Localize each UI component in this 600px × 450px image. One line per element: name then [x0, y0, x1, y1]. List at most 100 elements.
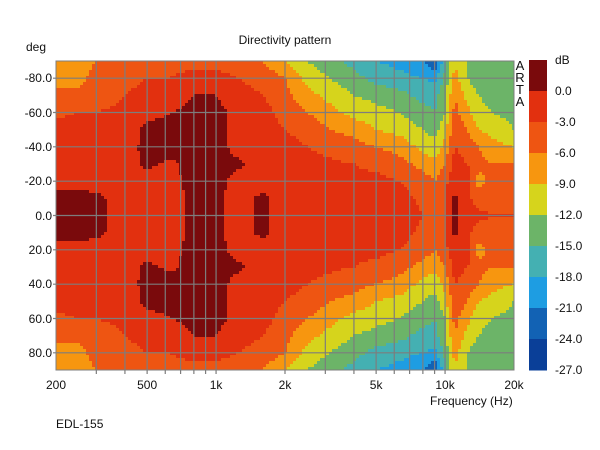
heatmap-cell	[152, 127, 155, 130]
heatmap-cell	[362, 148, 365, 151]
heatmap-cell	[77, 133, 80, 136]
heatmap-cell	[413, 109, 416, 112]
heatmap-cell	[140, 103, 143, 106]
heatmap-cell	[167, 136, 170, 139]
heatmap-cell	[470, 121, 473, 124]
heatmap-cell	[290, 97, 293, 100]
heatmap-cell	[65, 127, 68, 130]
heatmap-cell	[458, 88, 461, 91]
heatmap-cell	[194, 106, 197, 109]
heatmap-cell	[455, 151, 458, 154]
heatmap-cell	[338, 85, 341, 88]
heatmap-cell	[116, 127, 119, 130]
heatmap-cell	[128, 97, 131, 100]
heatmap-cell	[269, 73, 272, 76]
heatmap-cell	[236, 115, 239, 118]
heatmap-cell	[305, 157, 308, 160]
heatmap-cell	[371, 82, 374, 85]
heatmap-cell	[467, 106, 470, 109]
heatmap-cell	[257, 79, 260, 82]
heatmap-cell	[134, 130, 137, 133]
heatmap-cell	[152, 121, 155, 124]
heatmap-cell	[509, 109, 512, 112]
heatmap-cell	[266, 130, 269, 133]
heatmap-cell	[335, 136, 338, 139]
heatmap-cell	[449, 73, 452, 76]
heatmap-cell	[449, 82, 452, 85]
heatmap-cell	[296, 115, 299, 118]
heatmap-cell	[143, 73, 146, 76]
heatmap-cell	[227, 157, 230, 160]
heatmap-cell	[413, 106, 416, 109]
heatmap-cell	[509, 73, 512, 76]
heatmap-cell	[332, 136, 335, 139]
heatmap-cell	[68, 106, 71, 109]
heatmap-cell	[176, 85, 179, 88]
heatmap-cell	[254, 85, 257, 88]
heatmap-cell	[299, 82, 302, 85]
heatmap-cell	[440, 64, 443, 67]
heatmap-cell	[446, 130, 449, 133]
heatmap-cell	[173, 142, 176, 145]
heatmap-cell	[494, 100, 497, 103]
heatmap-cell	[326, 73, 329, 76]
heatmap-cell	[251, 64, 254, 67]
heatmap-cell	[401, 118, 404, 121]
heatmap-cell	[380, 121, 383, 124]
heatmap-cell	[335, 118, 338, 121]
heatmap-cell	[224, 109, 227, 112]
heatmap-cell	[137, 109, 140, 112]
heatmap-cell	[305, 88, 308, 91]
heatmap-cell	[461, 103, 464, 106]
heatmap-cell	[131, 97, 134, 100]
heatmap-cell	[257, 91, 260, 94]
heatmap-cell	[107, 130, 110, 133]
heatmap-cell	[209, 151, 212, 154]
heatmap-cell	[62, 109, 65, 112]
heatmap-cell	[278, 67, 281, 70]
heatmap-cell	[170, 142, 173, 145]
heatmap-cell	[299, 91, 302, 94]
heatmap-cell	[107, 103, 110, 106]
heatmap-cell	[176, 151, 179, 154]
heatmap-cell	[287, 151, 290, 154]
heatmap-cell	[509, 148, 512, 151]
heatmap-cell	[416, 70, 419, 73]
heatmap-cell	[500, 100, 503, 103]
heatmap-cell	[296, 109, 299, 112]
heatmap-cell	[317, 121, 320, 124]
heatmap-cell	[395, 130, 398, 133]
heatmap-cell	[332, 88, 335, 91]
heatmap-cell	[206, 94, 209, 97]
heatmap-cell	[206, 130, 209, 133]
heatmap-cell	[149, 79, 152, 82]
heatmap-cell	[272, 124, 275, 127]
heatmap-cell	[296, 73, 299, 76]
heatmap-cell	[98, 79, 101, 82]
heatmap-cell	[134, 91, 137, 94]
heatmap-cell	[416, 124, 419, 127]
heatmap-cell	[68, 103, 71, 106]
heatmap-cell	[287, 136, 290, 139]
heatmap-cell	[242, 91, 245, 94]
heatmap-cell	[185, 103, 188, 106]
heatmap-cell	[140, 157, 143, 160]
heatmap-cell	[362, 94, 365, 97]
heatmap-cell	[389, 97, 392, 100]
heatmap-cell	[362, 154, 365, 157]
heatmap-cell	[278, 118, 281, 121]
heatmap-cell	[467, 70, 470, 73]
heatmap-cell	[80, 103, 83, 106]
heatmap-cell	[110, 106, 113, 109]
heatmap-cell	[386, 130, 389, 133]
heatmap-cell	[110, 121, 113, 124]
heatmap-cell	[98, 64, 101, 67]
heatmap-cell	[119, 88, 122, 91]
heatmap-cell	[74, 73, 77, 76]
heatmap-cell	[161, 67, 164, 70]
heatmap-cell	[296, 85, 299, 88]
heatmap-cell	[65, 157, 68, 160]
heatmap-cell	[497, 109, 500, 112]
heatmap-cell	[509, 115, 512, 118]
heatmap-cell	[269, 136, 272, 139]
